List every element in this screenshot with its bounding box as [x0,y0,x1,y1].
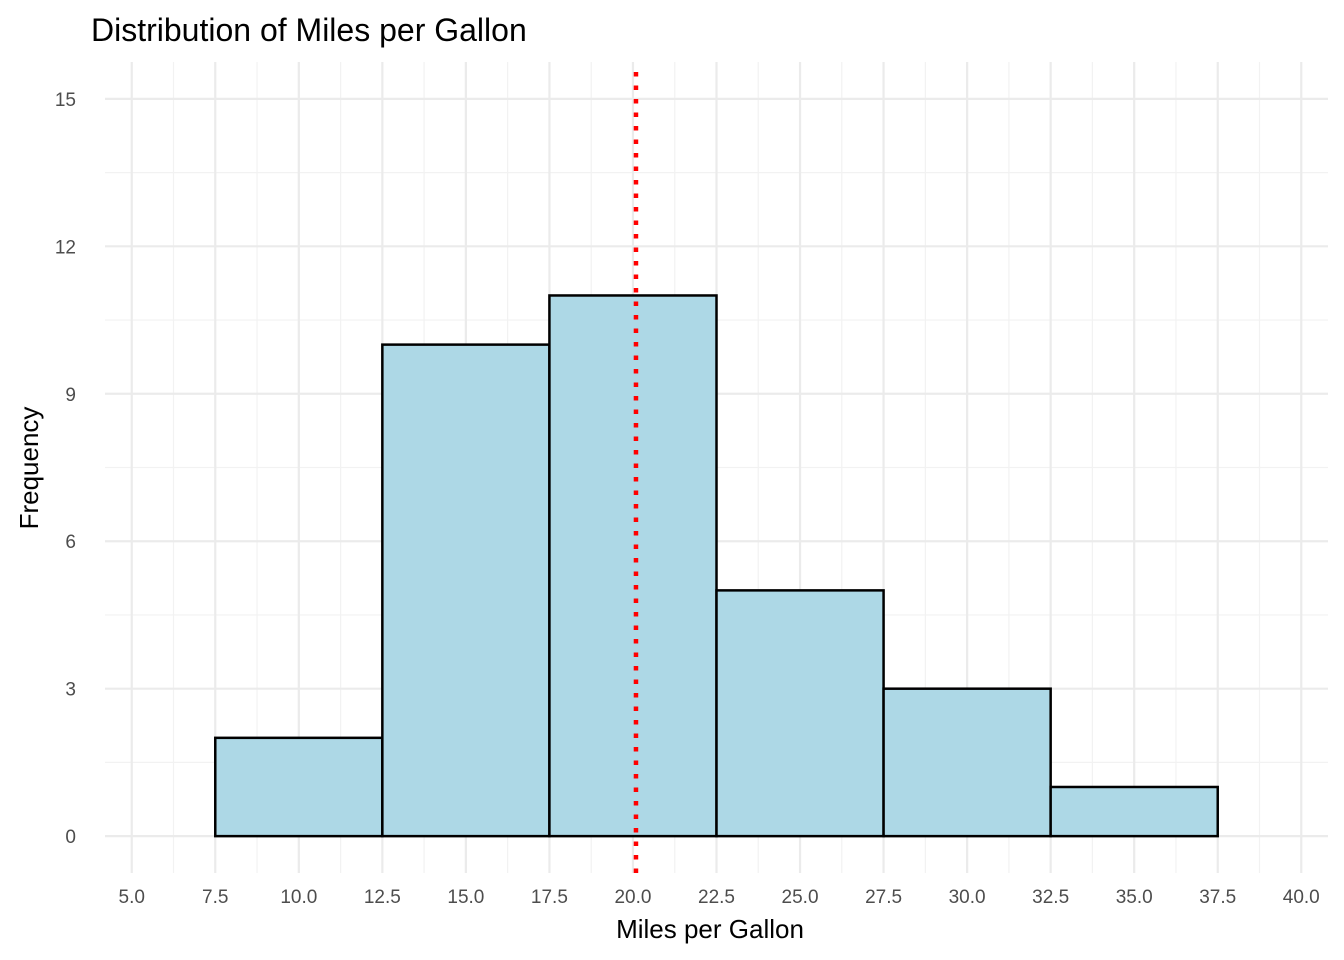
y-tick-label: 9 [65,385,76,406]
x-axis-ticks: 5.0 7.5 10.0 12.5 15.0 17.5 20.0 22.5 25.0 27.5 30… [119,887,1320,908]
chart-title: Distribution of Miles per Gallon [91,12,527,48]
y-tick-label: 0 [65,827,76,848]
x-tick-label: 37.5 [1199,887,1236,908]
x-tick-label: 15.0 [447,887,484,908]
histogram-bar-1 [214,736,384,838]
x-axis-title: Miles per Gallon [616,914,804,944]
y-axis-ticks: 0 3 6 9 12 15 [55,90,76,848]
y-tick-label: 3 [65,680,76,701]
x-tick-label: 5.0 [119,887,145,908]
x-tick-label: 25.0 [782,887,819,908]
x-tick-label: 32.5 [1032,887,1069,908]
x-tick-label: 35.0 [1116,887,1153,908]
y-axis-title: Frequency [14,407,44,530]
x-tick-label: 20.0 [614,887,651,908]
histogram-bar-6 [1049,785,1219,838]
histogram-bar-3 [548,294,718,838]
x-tick-label: 7.5 [202,887,228,908]
x-tick-label: 12.5 [364,887,401,908]
histogram-bar-4 [715,589,885,838]
y-tick-label: 6 [65,532,76,553]
x-tick-label: 40.0 [1283,887,1320,908]
x-tick-label: 30.0 [949,887,986,908]
bars [214,294,1219,838]
x-tick-label: 27.5 [865,887,902,908]
histogram-bar-5 [882,687,1052,838]
x-tick-label: 10.0 [280,887,317,908]
y-tick-label: 15 [55,90,76,111]
x-tick-label: 17.5 [531,887,568,908]
y-tick-label: 12 [55,237,76,258]
x-tick-label: 22.5 [698,887,735,908]
histogram-bar-2 [381,343,551,838]
